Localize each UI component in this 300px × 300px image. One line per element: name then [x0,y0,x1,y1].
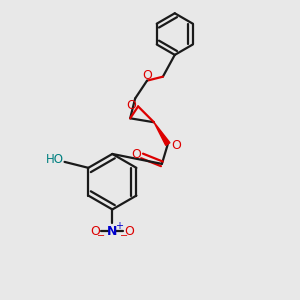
Text: O: O [171,139,181,152]
Text: O: O [91,225,100,238]
Text: O: O [124,225,134,238]
Text: −: − [120,231,128,241]
Polygon shape [154,122,170,146]
Text: −: − [98,231,106,241]
Text: O: O [142,69,152,82]
Text: O: O [126,99,136,112]
Text: HO: HO [46,153,64,167]
Text: N: N [107,225,118,238]
Text: O: O [131,148,141,161]
Text: +: + [115,221,123,231]
